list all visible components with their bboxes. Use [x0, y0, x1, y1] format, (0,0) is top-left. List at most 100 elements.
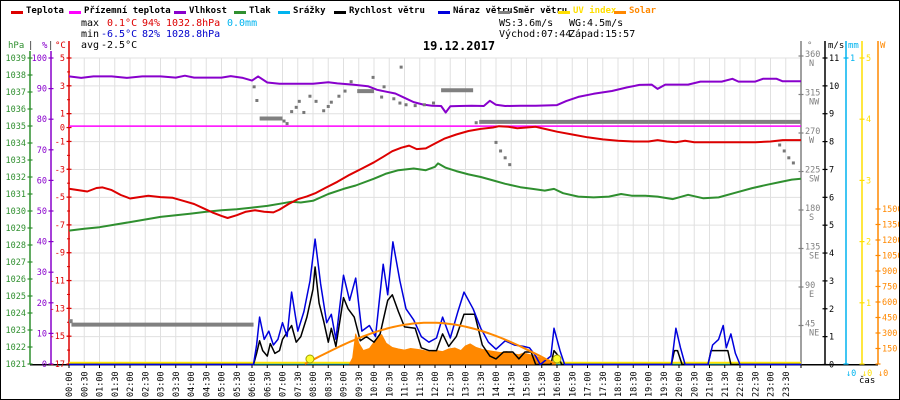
- svg-text:↓0: ↓0: [846, 369, 856, 379]
- svg-text:°: °: [807, 41, 812, 51]
- svg-text:00:00: 00:00: [65, 371, 75, 397]
- svg-text:1033: 1033: [6, 156, 26, 166]
- svg-text:20: 20: [37, 299, 47, 309]
- svg-text:03:00: 03:00: [157, 371, 167, 397]
- svg-text:E: E: [809, 290, 814, 300]
- svg-text:19:30: 19:30: [660, 371, 670, 397]
- stat-min-pressure: 1028.8hPa: [166, 29, 221, 40]
- svg-text:N: N: [809, 59, 814, 69]
- svg-text:18:00: 18:00: [614, 371, 624, 397]
- svg-text:19:00: 19:00: [645, 371, 655, 397]
- svg-text:150: 150: [882, 345, 897, 355]
- svg-text:05:00: 05:00: [218, 371, 228, 397]
- svg-text:1035: 1035: [6, 122, 26, 132]
- svg-text:04:00: 04:00: [187, 371, 197, 397]
- svg-text:NW: NW: [809, 98, 820, 108]
- svg-text:W: W: [809, 136, 815, 146]
- svg-text:1023: 1023: [6, 326, 26, 336]
- stat-max-pressure: 1032.8hPa: [166, 18, 221, 29]
- stat-min-humidity: 82%: [142, 29, 161, 40]
- svg-text:07:00: 07:00: [279, 371, 289, 397]
- legend-label-8: UV index: [573, 6, 617, 16]
- svg-text:1028: 1028: [6, 241, 26, 251]
- svg-text:mm: mm: [848, 41, 859, 51]
- legend-label-3: Tlak: [249, 6, 271, 16]
- svg-text:1: 1: [850, 54, 855, 64]
- svg-text:1024: 1024: [6, 309, 26, 319]
- svg-text:12:00: 12:00: [431, 371, 441, 397]
- svg-text:SE: SE: [809, 252, 819, 262]
- svg-text:NE: NE: [809, 329, 819, 339]
- svg-text:21:30: 21:30: [721, 371, 731, 397]
- svg-text:20:30: 20:30: [690, 371, 700, 397]
- svg-text:17:00: 17:00: [584, 371, 594, 397]
- svg-text:13:00: 13:00: [462, 371, 472, 397]
- stat-avg-temp: -2.5°C: [101, 40, 138, 51]
- stat-avg-label: avg: [81, 40, 100, 51]
- legend-swatch-4: [278, 11, 290, 14]
- svg-text:750: 750: [882, 283, 897, 293]
- stat-max-label: max: [81, 18, 100, 29]
- svg-text:16:30: 16:30: [568, 371, 578, 397]
- legend-swatch-3: [234, 11, 246, 14]
- svg-text:1027: 1027: [6, 258, 26, 268]
- svg-text:15:00: 15:00: [523, 371, 533, 397]
- svg-text:14:00: 14:00: [492, 371, 502, 397]
- svg-text:900: 900: [882, 267, 897, 277]
- svg-text:0: 0: [42, 360, 47, 370]
- svg-text:11:30: 11:30: [416, 371, 426, 397]
- stat-sunrise: Východ:07:44: [499, 29, 572, 40]
- stat-sunset: Západ:15:57: [569, 29, 636, 40]
- svg-text:135: 135: [805, 243, 820, 253]
- svg-text:8: 8: [829, 138, 834, 148]
- svg-text:360: 360: [805, 50, 820, 60]
- svg-text:%: %: [42, 41, 48, 51]
- svg-text:1200: 1200: [882, 236, 899, 246]
- svg-text:1031: 1031: [6, 190, 26, 200]
- svg-text:-15: -15: [50, 332, 65, 342]
- svg-text:1500: 1500: [882, 205, 899, 215]
- svg-text:225: 225: [805, 166, 820, 176]
- svg-text:09:30: 09:30: [355, 371, 365, 397]
- legend-swatch-6: [438, 11, 450, 14]
- stat-max-humidity: 94%: [142, 18, 161, 29]
- svg-text:6: 6: [829, 193, 834, 203]
- svg-text:45: 45: [805, 320, 815, 330]
- svg-text:40: 40: [37, 238, 47, 248]
- svg-text:1050: 1050: [882, 252, 899, 262]
- stat-wind-gust-max: WG:4.5m/s: [569, 18, 624, 29]
- svg-text:°C: °C: [55, 41, 66, 51]
- svg-text:4: 4: [866, 115, 871, 125]
- svg-text:21:00: 21:00: [706, 371, 716, 397]
- legend-label-0: Teplota: [26, 6, 64, 16]
- svg-text:-9: -9: [55, 249, 65, 259]
- svg-text:23:00: 23:00: [767, 371, 777, 397]
- svg-text:↓0: ↓0: [862, 369, 872, 379]
- svg-text:3: 3: [829, 277, 834, 287]
- svg-text:10:30: 10:30: [385, 371, 395, 397]
- svg-text:-7: -7: [55, 221, 65, 231]
- svg-text:30: 30: [37, 268, 47, 278]
- svg-text:10: 10: [829, 82, 839, 92]
- svg-text:2: 2: [866, 238, 871, 248]
- svg-text:5: 5: [866, 54, 871, 64]
- svg-text:20:00: 20:00: [675, 371, 685, 397]
- legend-swatch-2: [174, 11, 186, 14]
- svg-text:16:00: 16:00: [553, 371, 563, 397]
- svg-text:11:00: 11:00: [401, 371, 411, 397]
- svg-text:22:00: 22:00: [736, 371, 746, 397]
- svg-text:1: 1: [866, 299, 871, 309]
- svg-text:1026: 1026: [6, 275, 26, 285]
- legend-label-5: Rychlost větru: [349, 6, 425, 16]
- svg-text:1: 1: [60, 110, 65, 120]
- svg-text:315: 315: [805, 89, 820, 99]
- legend-swatch-7: [498, 11, 510, 14]
- svg-text:-11: -11: [50, 277, 65, 287]
- svg-text:1038: 1038: [6, 71, 26, 81]
- svg-text:3: 3: [866, 176, 871, 186]
- svg-text:1030: 1030: [6, 207, 26, 217]
- svg-text:270: 270: [805, 127, 820, 137]
- svg-text:100: 100: [32, 54, 47, 64]
